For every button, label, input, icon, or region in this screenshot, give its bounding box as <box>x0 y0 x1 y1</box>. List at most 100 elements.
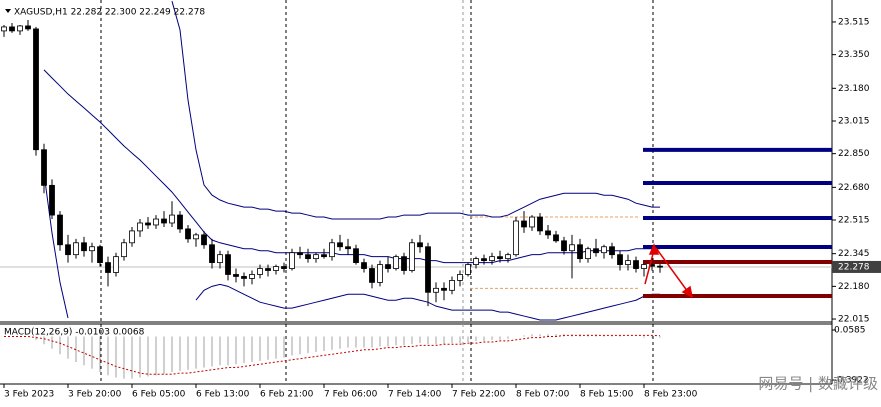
x-tick-label: 8 Feb 15:00 <box>580 390 634 400</box>
macd-bar <box>315 336 317 353</box>
macd-bar <box>419 336 421 344</box>
macd-bar <box>275 336 277 359</box>
candle-body <box>353 248 359 263</box>
macd-bar <box>251 336 253 363</box>
y-tick-label: 23.015 <box>838 116 870 126</box>
y-tick-label: 23.180 <box>838 84 870 94</box>
macd-bar <box>131 336 133 379</box>
candle-body <box>465 264 471 275</box>
macd-bar <box>259 336 261 361</box>
candle-body <box>217 254 223 263</box>
candle-body <box>369 268 375 283</box>
y-tick-label: 22.180 <box>838 282 870 292</box>
macd-bar <box>187 336 189 370</box>
candle-body <box>481 258 487 262</box>
candle-body <box>113 256 119 273</box>
candle-body <box>193 234 199 240</box>
macd-y-tick-label: -0.3922 <box>834 376 869 386</box>
macd-bar <box>155 336 157 376</box>
y-tick-label: 22.515 <box>838 216 870 226</box>
macd-bar <box>411 336 413 345</box>
macd-bar <box>547 334 549 337</box>
macd-bar <box>99 336 101 372</box>
candle-body <box>89 246 95 252</box>
macd-bar <box>91 336 93 369</box>
candle-body <box>561 240 567 252</box>
x-tick-label: 7 Feb 22:00 <box>452 390 506 400</box>
candle-body <box>129 230 135 244</box>
candle-body <box>337 242 343 248</box>
macd-bar <box>531 334 533 337</box>
macd-bar <box>115 336 117 378</box>
macd-bar <box>219 336 221 366</box>
macd-bar <box>227 336 229 366</box>
macd-bar <box>179 336 181 371</box>
macd-bar <box>171 336 173 372</box>
macd-bar <box>371 336 373 348</box>
macd-bar <box>611 335 613 337</box>
macd-bar <box>651 336 653 338</box>
y-tick-label: 22.015 <box>838 315 870 325</box>
candle-body <box>489 256 495 262</box>
macd-bar <box>603 335 605 337</box>
candle-body <box>553 234 559 242</box>
macd-bar <box>283 336 285 358</box>
macd-bar <box>451 336 453 344</box>
candle-body <box>585 248 591 260</box>
macd-bar <box>107 336 109 376</box>
y-tick-label: 22.680 <box>838 183 870 193</box>
macd-bar <box>35 336 37 340</box>
arrow-head <box>648 243 660 255</box>
candle-body <box>305 254 311 260</box>
x-tick-label: 7 Feb 14:00 <box>388 390 442 400</box>
macd-bar <box>299 336 301 355</box>
candle-body <box>425 246 431 293</box>
candle-body <box>601 246 607 254</box>
candle-body <box>17 25 23 32</box>
candle-body <box>329 242 335 258</box>
candle-body <box>169 214 175 224</box>
band-upper <box>171 1 660 220</box>
macd-bar <box>123 336 125 379</box>
candle-body <box>521 220 527 228</box>
macd-bar <box>235 336 237 365</box>
macd-bar <box>499 336 501 340</box>
candle-body <box>81 242 87 252</box>
x-tick-label: 6 Feb 13:00 <box>196 390 250 400</box>
arrow-head <box>681 285 694 299</box>
chart-title: XAGUSD,H1 22.282 22.300 22.249 22.278 <box>14 8 205 18</box>
candle-body <box>233 274 239 277</box>
candle-body <box>49 184 55 216</box>
candle-body <box>529 216 535 228</box>
candle-body <box>361 262 367 269</box>
candle-body <box>457 274 463 281</box>
candle-body <box>297 252 303 256</box>
candle-body <box>249 274 255 279</box>
candle-body <box>513 220 519 256</box>
candle-body <box>497 256 503 260</box>
macd-bar <box>387 336 389 347</box>
candle-body <box>577 244 583 260</box>
candle-body <box>209 244 215 263</box>
candle-body <box>201 234 207 246</box>
candle-body <box>409 242 415 271</box>
candle-body <box>121 242 127 258</box>
macd-bar <box>523 335 525 337</box>
x-tick-label: 8 Feb 07:00 <box>516 390 570 400</box>
y-tick-label: 23.350 <box>838 50 870 60</box>
macd-bar <box>267 336 269 360</box>
macd-bar <box>243 336 245 364</box>
macd-bar <box>307 336 309 354</box>
y-tick-label: 22.850 <box>838 149 870 159</box>
candle-body <box>185 228 191 240</box>
candle-body <box>545 230 551 236</box>
candle-body <box>177 214 183 230</box>
candle-body <box>41 149 47 186</box>
macd-bar <box>363 336 365 348</box>
candle-body <box>97 246 103 263</box>
candle-body <box>473 258 479 265</box>
candle-body <box>657 265 663 268</box>
macd-bar <box>147 336 149 377</box>
